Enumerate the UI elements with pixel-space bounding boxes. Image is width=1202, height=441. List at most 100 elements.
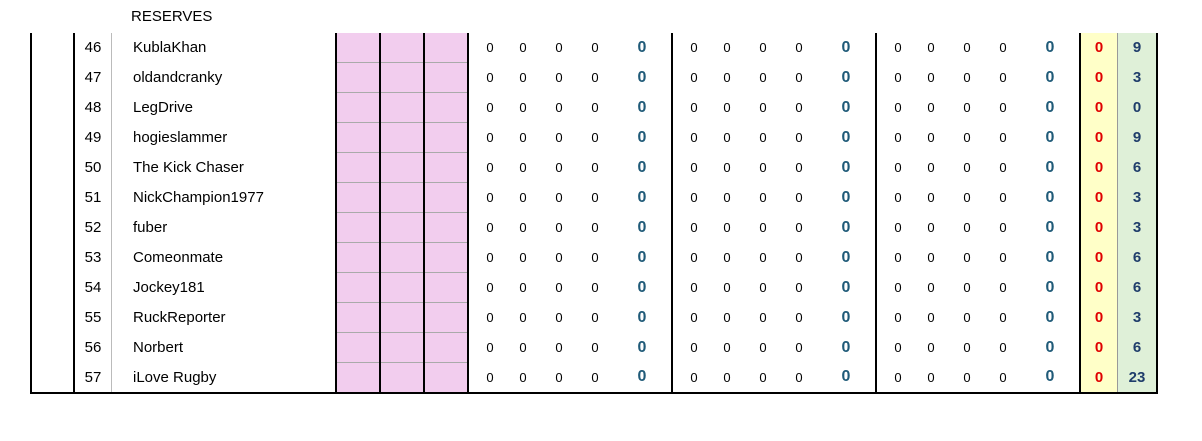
blank-cell [30,152,75,183]
score: 0 [759,250,767,265]
pink-cell [380,362,425,394]
score: 0 [723,100,731,115]
round-score: 0 [1080,332,1118,363]
total: 6 [1117,272,1158,303]
score: 0 [927,310,935,325]
blank-cell [30,242,75,273]
score: 0 [963,369,971,385]
blank-cell [30,362,75,393]
total: 3 [1117,302,1158,333]
group-total: 0 [1021,182,1081,213]
pink-cell [336,302,381,333]
score: 0 [591,160,599,175]
player-name: NickChampion1977 [111,182,337,213]
row: 55 RuckReporter 0 0 0 0 0 0 0 0 0 0 0 0 0 0 0 0 3 [30,302,1158,333]
score: 0 [690,310,698,325]
round-score: 0 [1080,272,1118,303]
blank-cell [30,302,75,333]
score: 0 [486,70,494,85]
blank-cell [30,92,75,123]
score: 0 [519,310,527,325]
row: 51 NickChampion1977 0 0 0 0 0 0 0 0 0 0 0 0 0 0 0 0 3 [30,182,1158,213]
pink-cell [336,62,381,93]
pink-cell [336,242,381,273]
score: 0 [963,250,971,265]
pink-cell [380,242,425,273]
group-total: 0 [1021,212,1081,243]
pink-cell [424,242,469,273]
pink-cell [424,182,469,213]
pink-cell [424,302,469,333]
score: 0 [591,340,599,355]
rank: 56 [74,332,112,363]
pink-cell [336,182,381,213]
group-total: 0 [1021,302,1081,333]
score: 0 [723,340,731,355]
group-total: 0 [1021,92,1081,123]
score: 0 [486,130,494,145]
score: 0 [519,220,527,235]
row: 50 The Kick Chaser 0 0 0 0 0 0 0 0 0 0 0 0 0 0 0 0 6 [30,152,1158,183]
score: 0 [591,190,599,205]
pink-cell [424,122,469,153]
rank: 49 [74,122,112,153]
player-name: LegDrive [111,92,337,123]
score: 0 [759,130,767,145]
group-total: 0 [817,33,877,63]
group-total: 0 [613,212,673,243]
score: 0 [591,280,599,295]
score: 0 [555,100,563,115]
score: 0 [795,190,803,205]
score: 0 [894,70,902,85]
score: 0 [591,250,599,265]
group-total: 0 [817,302,877,333]
score: 0 [759,310,767,325]
score: 0 [519,250,527,265]
score: 0 [927,190,935,205]
blank-cell [30,212,75,243]
pink-cell [336,362,381,394]
score: 0 [690,190,698,205]
rank: 50 [74,152,112,183]
pink-cell [380,92,425,123]
score: 0 [927,220,935,235]
row: 49 hogieslammer 0 0 0 0 0 0 0 0 0 0 0 0 0 0 0 0 9 [30,122,1158,153]
score: 0 [723,40,731,56]
round-score: 0 [1080,62,1118,93]
score: 0 [795,100,803,115]
score: 0 [795,130,803,145]
player-name: The Kick Chaser [111,152,337,183]
score: 0 [690,340,698,355]
group-total: 0 [613,92,673,123]
pink-cell [380,122,425,153]
score: 0 [690,220,698,235]
score: 0 [555,369,563,385]
score: 0 [723,220,731,235]
row: 56 Norbert 0 0 0 0 0 0 0 0 0 0 0 0 0 0 0 0 6 [30,332,1158,363]
group-total: 0 [817,122,877,153]
score: 0 [795,340,803,355]
group-total: 0 [1021,62,1081,93]
group-total: 0 [613,152,673,183]
rank: 54 [74,272,112,303]
pink-cell [380,332,425,363]
total: 23 [1117,362,1158,393]
score: 0 [999,369,1007,385]
pink-cell [336,92,381,123]
score: 0 [486,100,494,115]
pink-cell [424,152,469,183]
score: 0 [519,160,527,175]
score: 0 [591,40,599,56]
score: 0 [690,100,698,115]
player-name: fuber [111,212,337,243]
score: 0 [486,160,494,175]
score: 0 [999,130,1007,145]
score: 0 [963,190,971,205]
player-name: hogieslammer [111,122,337,153]
score: 0 [795,40,803,56]
group-total: 0 [613,122,673,153]
score: 0 [999,280,1007,295]
score: 0 [519,100,527,115]
group-total: 0 [613,62,673,93]
score: 0 [999,160,1007,175]
